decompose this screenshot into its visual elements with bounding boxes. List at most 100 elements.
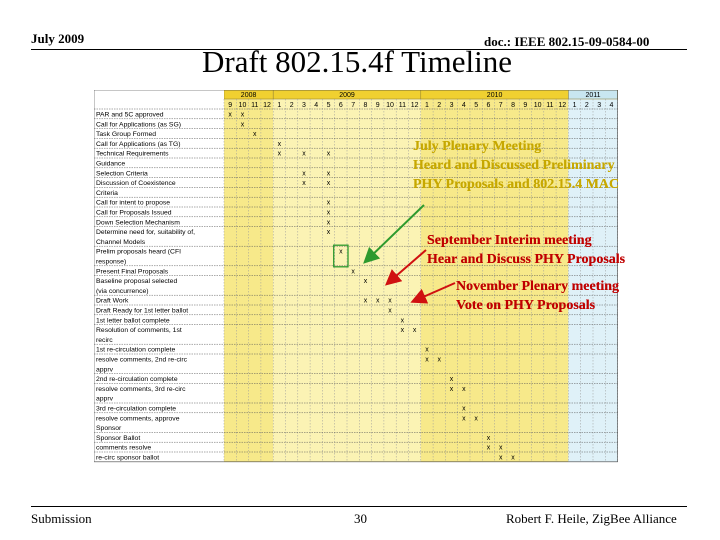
task-label: Criteria [96, 190, 118, 197]
task-mark: x [327, 200, 331, 207]
arrow-november [410, 282, 456, 304]
footer-rule [31, 506, 687, 507]
task-mark: x [327, 170, 331, 177]
footer-submission: Submission [31, 511, 92, 526]
circled-mark [333, 244, 349, 268]
annotation-september: September Interim meeting Hear and Discu… [427, 231, 625, 269]
task-label: Channel Models [96, 239, 146, 246]
month-label: 8 [363, 102, 367, 109]
month-label: 10 [239, 102, 247, 109]
year-label: 2009 [339, 92, 355, 99]
month-label: 11 [399, 102, 406, 109]
annotation-july-line-2: Heard and Discussed Preliminary [413, 158, 615, 173]
month-label: 11 [251, 102, 258, 109]
task-mark: x [364, 278, 368, 285]
annotation-november: November Plenary meeting Vote on PHY Pro… [456, 277, 619, 315]
slide-title: Draft 802.15.4f Timeline [202, 44, 512, 79]
month-label: 7 [499, 102, 503, 109]
month-label: 1 [425, 102, 429, 109]
month-label: 9 [376, 102, 380, 109]
month-label: 12 [263, 102, 271, 109]
task-mark: x [499, 455, 503, 462]
task-mark: x [327, 210, 331, 217]
task-label: response) [96, 259, 126, 266]
annotation-november-line-1: November Plenary meeting [456, 279, 620, 294]
annotation-july: July Plenary Meeting Heard and Discussed… [413, 137, 619, 194]
task-mark: x [339, 249, 343, 256]
month-label: 7 [351, 102, 355, 109]
task-mark: x [327, 219, 331, 226]
header-rule [31, 49, 687, 50]
task-label: Sponsor [96, 425, 122, 432]
task-label: Technical Requirements [96, 151, 169, 158]
task-label: Call for intent to propose [96, 200, 170, 207]
year-label: 2008 [241, 92, 257, 99]
footer-author: Robert F. Heile, ZigBee Alliance [506, 511, 677, 526]
task-mark: x [438, 357, 442, 364]
month-label: 9 [228, 102, 232, 109]
task-label: Call for Applications (as SG) [96, 121, 181, 128]
task-mark: x [241, 121, 245, 128]
task-label: 1st letter ballot complete [96, 317, 170, 324]
task-mark: x [401, 317, 405, 324]
month-label: 11 [546, 102, 553, 109]
task-mark: x [487, 445, 491, 452]
label-column-bg [94, 90, 224, 462]
annotation-july-line-1: July Plenary Meeting [413, 139, 542, 154]
task-label: Sponsor Ballot [96, 435, 140, 442]
arrow-july [363, 204, 425, 264]
task-mark: x [302, 180, 306, 187]
task-mark: x [278, 151, 282, 158]
task-label: 1st re-circulation complete [96, 347, 176, 354]
task-mark: x [327, 180, 331, 187]
task-mark: x [487, 435, 491, 442]
annotation-september-line-2: Hear and Discuss PHY Proposals [427, 252, 626, 267]
task-label: Selection Criteria [96, 170, 148, 177]
month-label: 4 [314, 102, 318, 109]
header-date: July 2009 [31, 31, 85, 46]
month-label: 3 [597, 102, 601, 109]
month-label: 12 [558, 102, 566, 109]
task-mark: x [327, 229, 331, 236]
month-label: 6 [486, 102, 490, 109]
task-label: re-circ sponsor ballot [96, 455, 159, 462]
annotation-july-line-3: PHY Proposals and 802.15.4 MAC [413, 177, 620, 192]
month-label: 6 [339, 102, 343, 109]
task-label: Prelim proposals heard (CFI [96, 249, 181, 256]
month-label: 4 [609, 102, 613, 109]
header-doc-number: doc.: IEEE 802.15-09-0584-00 [484, 34, 650, 49]
task-label: Determine need for, suitability of, [96, 229, 195, 236]
year-label: 2011 [585, 92, 600, 99]
month-label: 2 [437, 102, 441, 109]
task-mark: x [241, 112, 245, 119]
task-label: apprv [96, 396, 114, 403]
task-mark: x [302, 170, 306, 177]
month-label: 2 [290, 102, 294, 109]
month-label: 12 [411, 102, 419, 109]
task-mark: x [401, 327, 405, 334]
task-label: Guidance [96, 161, 125, 168]
task-mark: x [327, 151, 331, 158]
table-border [94, 90, 618, 463]
task-label: Call for Proposals Issued [96, 210, 172, 217]
task-label: apprv [96, 366, 114, 373]
task-mark: x [499, 445, 503, 452]
task-label: (via concurrence) [96, 288, 149, 295]
task-mark: x [364, 298, 368, 305]
task-label: Baseline proposal selected [96, 278, 177, 285]
annotation-september-line-1: September Interim meeting [427, 233, 592, 248]
task-label: Down Selection Mechanism [96, 219, 180, 226]
task-mark: x [413, 327, 417, 334]
task-mark: x [228, 112, 232, 119]
task-mark: x [474, 415, 478, 422]
month-label: 8 [511, 102, 515, 109]
month-label: 10 [386, 102, 394, 109]
task-label: comments resolve [96, 445, 151, 452]
task-mark: x [450, 376, 454, 383]
month-label: 4 [462, 102, 466, 109]
task-mark: x [351, 268, 355, 275]
task-label: Draft Work [96, 298, 129, 305]
task-mark: x [450, 386, 454, 393]
task-label: Resolution of comments, 1st [96, 327, 182, 334]
